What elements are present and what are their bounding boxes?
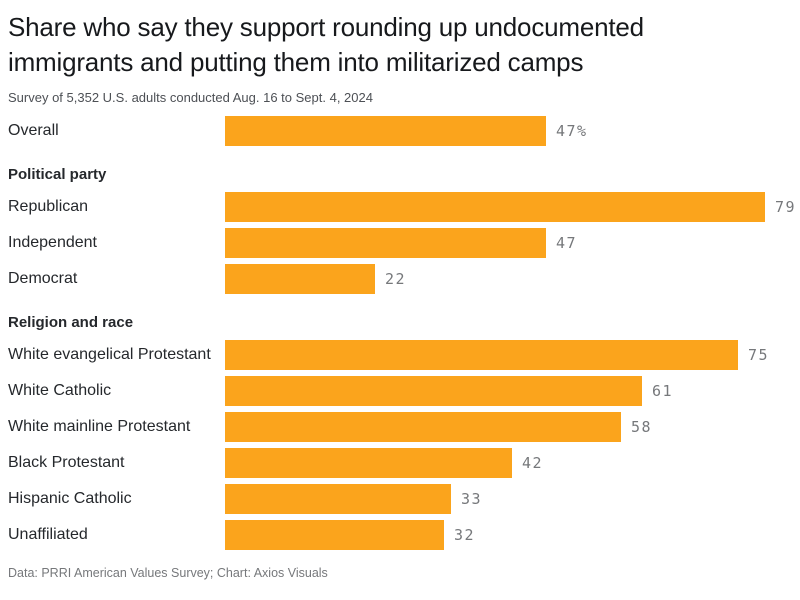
bar [225,520,444,550]
row-label: Democrat [8,270,78,287]
group-heading: Religion and race [8,314,134,331]
bar [225,264,375,294]
row-label: Overall [8,122,59,139]
bar-row: Black Protestant 42 [8,448,792,478]
bar [225,376,642,406]
value-label: 58 [631,418,653,436]
bar-group: Religion and race White evangelical Prote… [8,314,792,550]
bar [225,116,546,146]
value-label: 75 [748,346,770,364]
value-label: 79 [775,198,797,216]
bar-row: Democrat 22 [8,264,792,294]
row-label: Independent [8,234,97,251]
bar [225,192,765,222]
bar [225,412,621,442]
bar-row: Republican 79 [8,192,795,222]
group-heading: Political party [8,166,107,183]
bar-row: Overall 47% [8,116,792,146]
row-label: Unaffiliated [8,526,88,543]
row-label: Hispanic Catholic [8,490,132,507]
bar-row: Independent 47 [8,228,792,258]
bar-group: Political party Republican 79 Independent 47… [8,166,795,294]
bar-group: Overall 47% [8,116,792,146]
row-label: White Catholic [8,382,112,399]
bar [225,228,546,258]
bar [225,340,738,370]
value-label: 42 [522,454,544,472]
value-label: 47% [556,122,588,140]
row-label: Republican [8,198,89,215]
row-label: White evangelical Protestant [8,346,211,363]
value-label: 61 [652,382,674,400]
bar-chart: Overall 47% Political party Republican 79 Ind… [8,116,795,550]
row-label: Black Protestant [8,454,125,471]
bar-row: Unaffiliated 32 [8,520,792,550]
bar-row: Hispanic Catholic 33 [8,484,792,514]
value-label: 47 [556,234,578,252]
page-title: Share who say they support rounding up u… [8,12,644,77]
value-label: 32 [454,526,476,544]
page-subtitle: Survey of 5,352 U.S. adults conducted Au… [8,90,373,105]
bar [225,484,451,514]
bar-row: White evangelical Protestant 75 [8,340,792,370]
bar-row: White mainline Protestant 58 [8,412,792,442]
value-label: 22 [385,270,407,288]
bar-row: White Catholic 61 [8,376,792,406]
value-label: 33 [461,490,483,508]
source-credit: Data: PRRI American Values Survey; Chart… [8,566,328,580]
row-label: White mainline Protestant [8,418,191,435]
bar [225,448,512,478]
